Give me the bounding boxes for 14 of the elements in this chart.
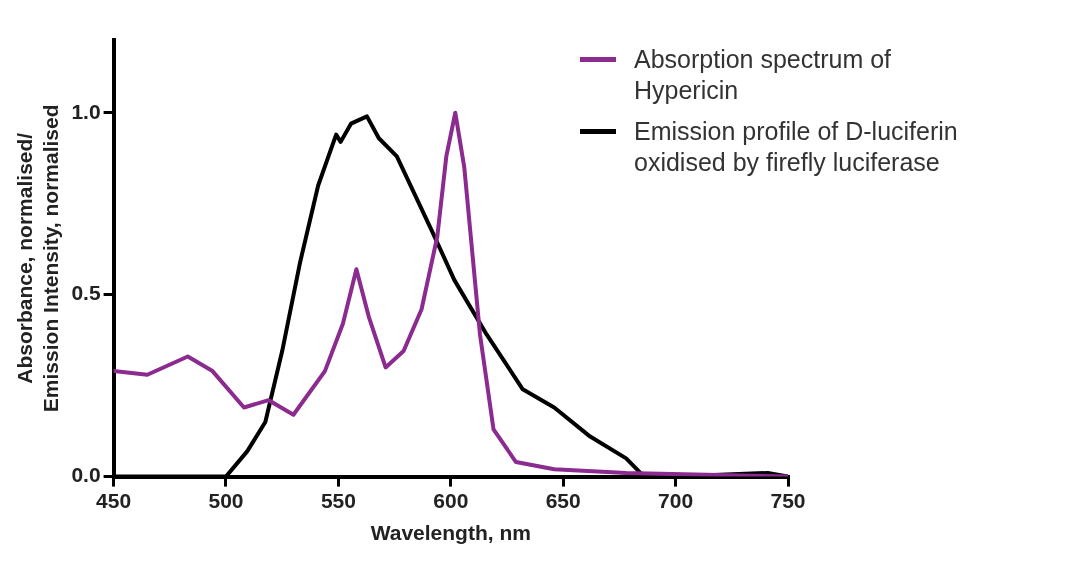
x-tick-label: 700: [658, 489, 694, 512]
y-tick-label: 1.0: [71, 99, 101, 123]
x-axis-title: Wavelength, nm: [370, 521, 531, 545]
x-tick-label: 500: [208, 489, 244, 512]
x-tick-label: 650: [545, 489, 581, 512]
x-tick-label: 750: [770, 489, 806, 512]
legend-label: Emission profile of D-luciferin oxidised by firefly luciferase: [634, 116, 959, 178]
legend-label: Absorption spectrum of Hypericin: [634, 44, 893, 106]
y-axis-title: Absorbance, normalised/ Emission Intensity, normalised: [13, 104, 62, 413]
y-tick-label: 0.0: [71, 463, 101, 487]
x-tick-label: 450: [96, 489, 132, 512]
x-tick-label: 600: [433, 489, 469, 512]
x-tick-label: 550: [320, 489, 356, 512]
y-tick-label: 0.5: [71, 281, 101, 305]
